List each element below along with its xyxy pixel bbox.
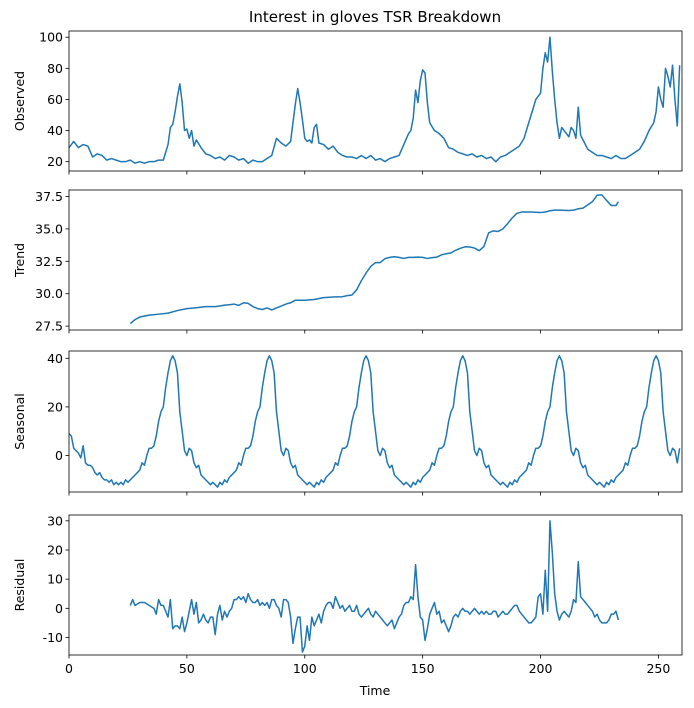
trend-series-line — [129, 194, 619, 325]
seasonal-series-line — [68, 355, 681, 488]
observed-ytick-label: 20 — [47, 154, 63, 169]
observed-axes-frame — [68, 30, 683, 172]
xtick-label: 200 — [529, 661, 553, 676]
panel-observed: 20 40 60 80 100 Observed — [12, 30, 683, 175]
chart-title: Interest in gloves TSR Breakdown — [249, 8, 501, 26]
panel-seasonal: 0 20 40 Seasonal — [12, 350, 683, 496]
x-axis-label: Time — [359, 683, 391, 698]
trend-ytick-label: 32.5 — [35, 254, 63, 269]
residual-ytick-label: 20 — [47, 543, 63, 558]
seasonal-ytick-label: 0 — [55, 448, 63, 463]
residual-ytick-label: -10 — [43, 630, 63, 645]
residual-ytick-label: 10 — [47, 572, 63, 587]
trend-axes-frame — [68, 189, 683, 331]
trend-ylabel: Trend — [12, 243, 27, 278]
observed-ytick-label: 100 — [39, 30, 63, 45]
xtick-label: 250 — [646, 661, 670, 676]
seasonal-ylabel: Seasonal — [12, 393, 27, 450]
trend-ytick-label: 27.5 — [35, 319, 63, 334]
residual-ytick-label: 30 — [47, 513, 63, 528]
xtick-label: 0 — [65, 661, 73, 676]
residual-axes-frame — [68, 514, 683, 656]
observed-series-line — [68, 36, 681, 164]
observed-ytick-label: 80 — [47, 61, 63, 76]
residual-series-line — [129, 520, 620, 653]
panel-residual: -10 0 10 20 30 0 50 100 150 200 250 Residual — [12, 513, 683, 676]
xtick-label: 50 — [179, 661, 195, 676]
trend-ytick-label: 37.5 — [35, 189, 63, 204]
observed-ytick-label: 40 — [47, 123, 63, 138]
trend-ytick-label: 35.0 — [35, 221, 63, 236]
seasonal-ytick-label: 40 — [47, 351, 63, 366]
observed-ylabel: Observed — [12, 71, 27, 131]
residual-ytick-label: 0 — [55, 601, 63, 616]
observed-ytick-label: 60 — [47, 92, 63, 107]
residual-ylabel: Residual — [12, 559, 27, 612]
xtick-label: 150 — [411, 661, 435, 676]
trend-ytick-label: 30.0 — [35, 286, 63, 301]
xtick-label: 100 — [293, 661, 317, 676]
panel-trend: 27.5 30.0 32.5 35.0 37.5 Trend — [12, 189, 683, 334]
seasonal-ytick-label: 20 — [47, 399, 63, 414]
seasonal-axes-frame — [68, 350, 683, 493]
